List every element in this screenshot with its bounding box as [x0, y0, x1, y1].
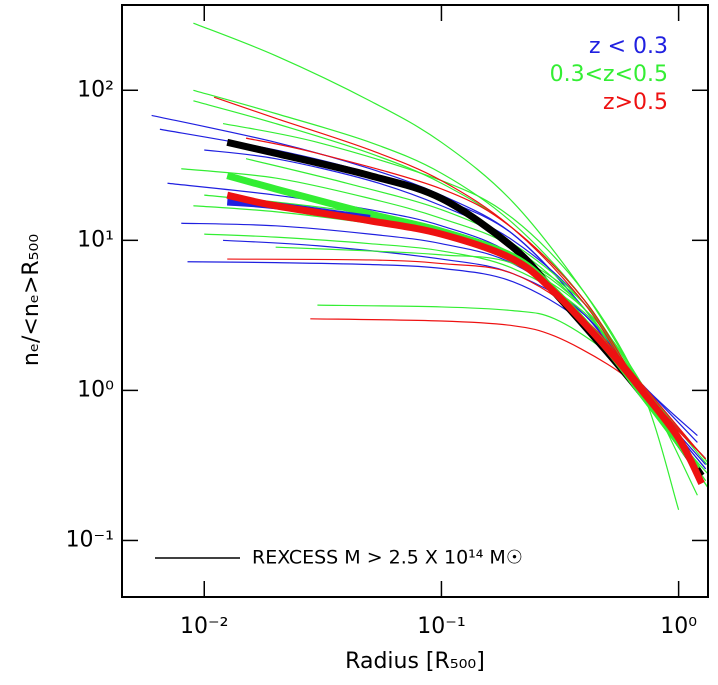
lines: [151, 22, 708, 511]
profile-line: [227, 258, 698, 451]
y-tick-label: 10⁰: [77, 377, 114, 402]
y-tick-label: 10¹: [77, 227, 114, 252]
legend-label: 0.3<z<0.5: [550, 62, 668, 87]
profile-line: [310, 318, 707, 460]
profile-line: [222, 239, 698, 437]
profile-line: [213, 96, 707, 460]
profile-line: [167, 182, 698, 451]
profile-line: [181, 168, 707, 482]
x-tick-label: 10⁰: [660, 614, 697, 639]
legend-label: z>0.5: [603, 90, 668, 115]
reference-label: REXCESS M > 2.5 X 10¹⁴ M☉: [252, 547, 523, 569]
x-tick-label: 10⁻²: [180, 614, 228, 639]
profile-line: [181, 222, 707, 460]
profile-line: [204, 233, 708, 464]
x-axis-label: Radius [R₅₀₀]: [345, 649, 485, 674]
x-tick-label: 10⁻¹: [417, 614, 465, 639]
profile-line: [222, 122, 680, 511]
plot-frame: [121, 4, 709, 598]
profile-line: [226, 191, 705, 485]
profile-line: [151, 114, 707, 470]
y-axis-label: nₑ/<nₑ>R₅₀₀: [19, 234, 44, 366]
legend-label: z < 0.3: [589, 34, 668, 59]
profile-line: [275, 246, 698, 496]
profile-line: [193, 100, 708, 489]
y-tick-label: 10²: [77, 77, 114, 102]
y-tick-label: 10⁻¹: [66, 527, 114, 552]
profile-line: [245, 137, 698, 470]
